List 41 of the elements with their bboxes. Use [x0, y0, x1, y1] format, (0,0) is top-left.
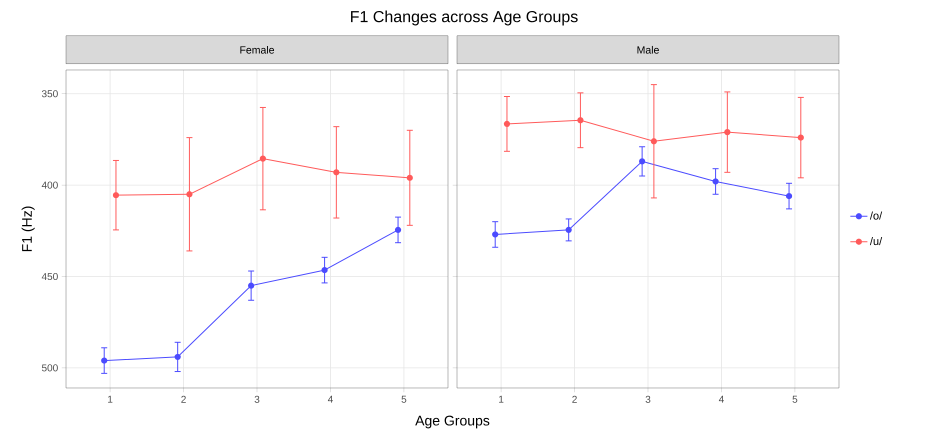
x-tick-label: 3 — [646, 396, 650, 403]
point — [639, 158, 646, 164]
legend-label: /u/ — [870, 236, 882, 246]
point — [321, 267, 328, 274]
x-tick-label: 5 — [402, 396, 406, 403]
point — [798, 134, 804, 141]
y-tick-label: 400 — [42, 182, 58, 189]
point — [248, 282, 254, 289]
x-tick-label: 2 — [572, 396, 577, 403]
point — [650, 138, 657, 144]
y-tick-label: 350 — [42, 90, 58, 98]
x-tick-label: 5 — [792, 396, 798, 403]
x-tick-label: 4 — [718, 396, 724, 403]
x-tick-label: 1 — [108, 396, 112, 403]
point — [504, 120, 510, 128]
chart-subtitle: Male — [637, 46, 659, 54]
point — [566, 226, 572, 234]
x-tick-label: 1 — [499, 396, 504, 403]
point — [394, 226, 402, 234]
x-tick-label: 2 — [181, 396, 186, 403]
y-tick-label: 500 — [42, 364, 58, 372]
point — [333, 169, 340, 176]
point — [260, 156, 266, 162]
y-axis-title: F1 (Hz) — [22, 206, 35, 252]
point — [174, 354, 181, 360]
point — [112, 192, 120, 198]
point — [724, 129, 730, 136]
chart-title: F1 Changes across Age Groups — [351, 10, 578, 26]
legend-label: /o/ — [870, 212, 882, 220]
y-tick-label: 450 — [42, 272, 58, 280]
x-axis-title: Age Groups — [415, 416, 490, 428]
chart-subtitle: Female — [240, 46, 274, 54]
x-tick-label: 4 — [328, 396, 333, 403]
point — [406, 174, 413, 181]
point — [786, 192, 792, 200]
point — [101, 357, 108, 364]
point — [492, 231, 498, 238]
x-tick-label: 3 — [254, 396, 260, 403]
point — [186, 191, 193, 198]
point — [712, 178, 719, 185]
point — [577, 117, 584, 124]
